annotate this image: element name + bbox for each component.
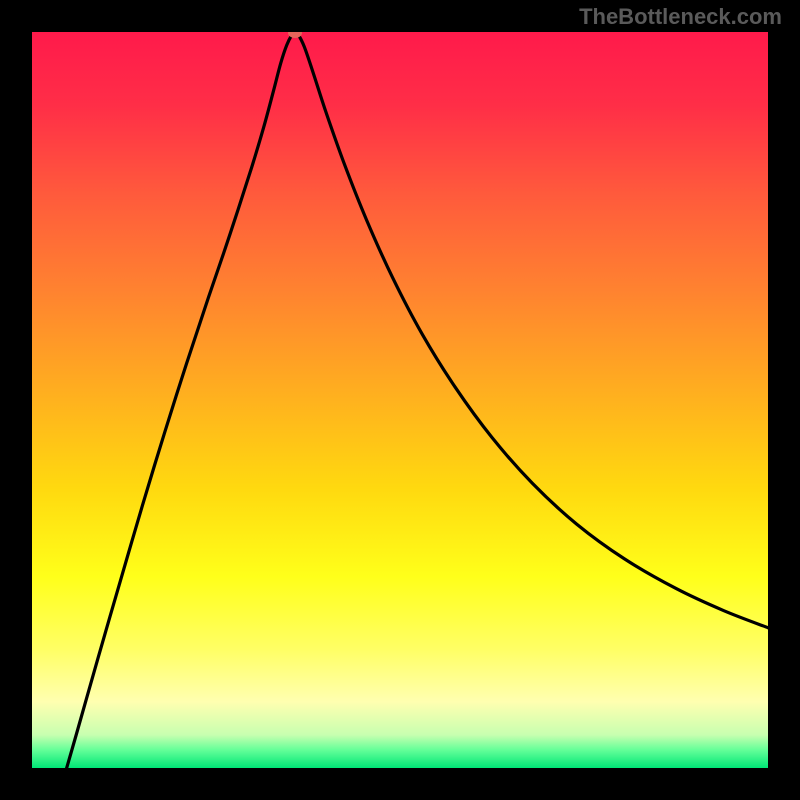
chart-plot-area: [32, 32, 768, 772]
watermark-text: TheBottleneck.com: [579, 4, 782, 30]
bottleneck-curve: [32, 32, 768, 772]
